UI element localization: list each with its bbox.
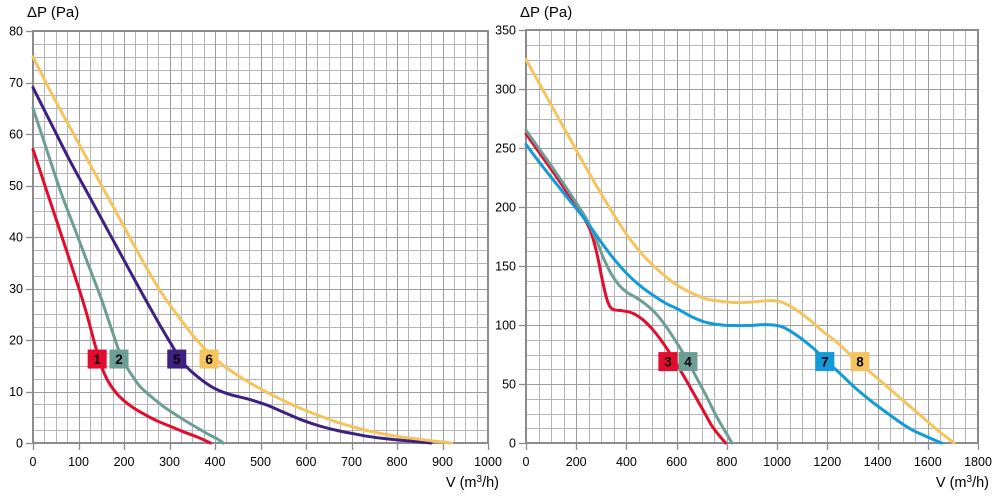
y-tick-label: 200 bbox=[495, 201, 516, 215]
curve-marker-box-6 bbox=[199, 349, 219, 369]
y-tick-label: 70 bbox=[9, 76, 23, 90]
curve-marker-number-1: 1 bbox=[93, 352, 101, 367]
y-tick-label: 350 bbox=[495, 24, 516, 38]
x-axis-title: V (m3/h) bbox=[446, 474, 499, 491]
x-tick-label: 600 bbox=[666, 455, 687, 469]
x-tick-label: 1000 bbox=[474, 455, 502, 469]
y-tick-label: 30 bbox=[9, 282, 23, 296]
series-curve-6 bbox=[31, 55, 454, 445]
curve-marker-box-7 bbox=[815, 352, 835, 372]
curve-marker-7: 7 bbox=[815, 352, 835, 372]
curve-marker-8: 8 bbox=[850, 352, 870, 372]
curve-marker-number-4: 4 bbox=[684, 354, 692, 369]
y-axis-title: ΔP (Pa) bbox=[27, 4, 79, 21]
curve-marker-4: 4 bbox=[678, 352, 698, 372]
x-tick-label: 200 bbox=[114, 455, 135, 469]
axis-ticks bbox=[519, 29, 980, 450]
x-tick-label: 600 bbox=[296, 455, 317, 469]
x-tick-label: 1600 bbox=[914, 455, 942, 469]
y-tick-label: 80 bbox=[9, 25, 23, 39]
y-tick-label: 150 bbox=[495, 260, 516, 274]
x-tick-label: 900 bbox=[432, 455, 453, 469]
x-tick-label: 0 bbox=[523, 455, 530, 469]
x-tick-label: 1800 bbox=[964, 455, 992, 469]
series-curve-2 bbox=[31, 106, 225, 445]
x-tick-labels: 0 100 200 300 400 500 600 700 800 900 1000 bbox=[30, 455, 502, 469]
curve-marker-number-8: 8 bbox=[856, 354, 864, 369]
curve-marker-3: 3 bbox=[658, 352, 678, 372]
curve-marker-box-2 bbox=[109, 349, 129, 369]
curve-marker-number-3: 3 bbox=[664, 354, 672, 369]
plot-border bbox=[525, 29, 979, 444]
x-tick-label: 700 bbox=[341, 455, 362, 469]
curve-marker-box-1 bbox=[87, 349, 107, 369]
y-tick-label: 0 bbox=[16, 437, 23, 451]
y-tick-label: 50 bbox=[9, 179, 23, 193]
y-tick-label: 250 bbox=[495, 142, 516, 156]
curve-marker-box-4 bbox=[678, 352, 698, 372]
curve-marker-5: 5 bbox=[167, 349, 187, 369]
x-tick-label: 400 bbox=[616, 455, 637, 469]
series-curve-4 bbox=[524, 128, 734, 445]
chart-left: 0 100 200 300 400 500 600 700 800 900 1000 0 10 20 30 4… bbox=[9, 4, 502, 491]
x-tick-label: 800 bbox=[387, 455, 408, 469]
y-tick-label: 10 bbox=[9, 385, 23, 399]
y-tick-label: 300 bbox=[495, 83, 516, 97]
y-tick-label: 0 bbox=[509, 437, 516, 451]
y-tick-label: 60 bbox=[9, 128, 23, 142]
y-tick-label: 20 bbox=[9, 334, 23, 348]
curve-marker-6: 6 bbox=[199, 349, 219, 369]
series-curve-7 bbox=[524, 143, 944, 445]
curve-marker-number-7: 7 bbox=[821, 354, 829, 369]
series-curve-1 bbox=[31, 147, 212, 445]
curve-marker-number-5: 5 bbox=[173, 352, 181, 367]
x-tick-labels: 0 200 400 600 800 1000 1200 1400 1600 1800 bbox=[523, 455, 992, 469]
plot-border bbox=[32, 30, 489, 444]
y-axis-title: ΔP (Pa) bbox=[520, 4, 572, 21]
curve-marker-number-2: 2 bbox=[115, 352, 123, 367]
x-axis-title: V (m3/h) bbox=[936, 474, 989, 491]
x-tick-label: 500 bbox=[250, 455, 271, 469]
curve-marker-1: 1 bbox=[87, 349, 107, 369]
curve-marker-2: 2 bbox=[109, 349, 129, 369]
x-tick-label: 1400 bbox=[864, 455, 892, 469]
series-curve-8 bbox=[524, 58, 956, 445]
curve-marker-number-6: 6 bbox=[205, 352, 213, 367]
chart-right: 0 200 400 600 800 1000 1200 1400 1600 1800 0 50 100 1… bbox=[495, 4, 992, 491]
x-tick-label: 200 bbox=[566, 455, 587, 469]
y-tick-labels: 0 10 20 30 40 50 60 70 80 bbox=[9, 25, 23, 451]
x-tick-label: 1000 bbox=[763, 455, 791, 469]
x-tick-label: 400 bbox=[205, 455, 226, 469]
y-tick-label: 100 bbox=[495, 319, 516, 333]
y-tick-labels: 0 50 100 150 200 250 300 350 bbox=[495, 24, 516, 451]
series-curve-5 bbox=[31, 86, 433, 445]
x-tick-label: 1200 bbox=[813, 455, 841, 469]
curve-marker-box-5 bbox=[167, 349, 187, 369]
axis-ticks bbox=[26, 30, 490, 450]
x-tick-label: 100 bbox=[68, 455, 89, 469]
series-curve-3 bbox=[524, 132, 728, 445]
curve-marker-box-8 bbox=[850, 352, 870, 372]
x-tick-label: 300 bbox=[159, 455, 180, 469]
x-tick-label: 800 bbox=[716, 455, 737, 469]
curve-marker-box-3 bbox=[658, 352, 678, 372]
y-tick-label: 40 bbox=[9, 231, 23, 245]
y-tick-label: 50 bbox=[502, 378, 516, 392]
x-tick-label: 0 bbox=[30, 455, 37, 469]
